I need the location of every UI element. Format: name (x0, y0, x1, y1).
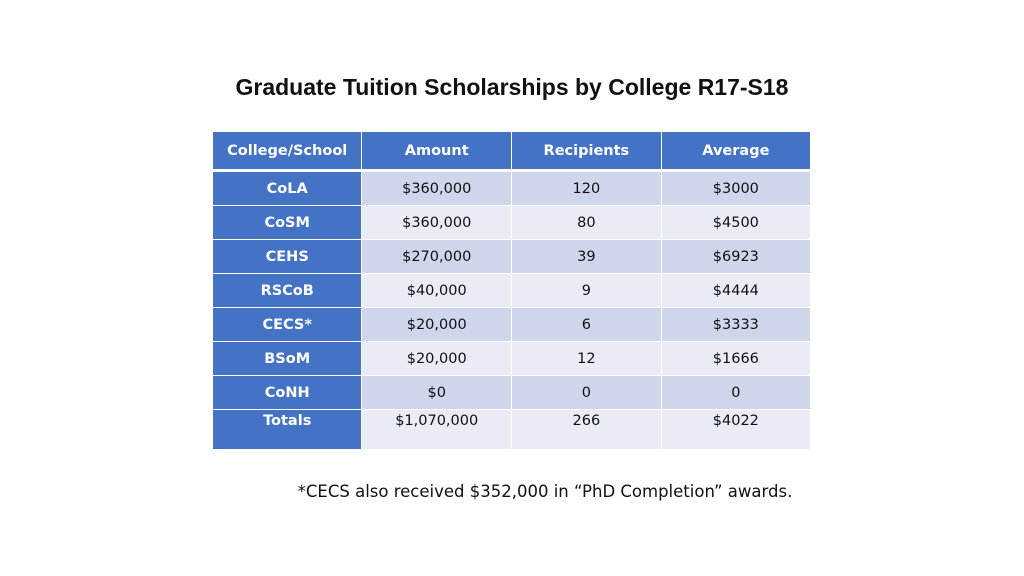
header-recipients: Recipients (511, 131, 662, 171)
row-average-cell: 0 (660, 375, 812, 410)
row-amount-cell: $360,000 (361, 205, 513, 240)
slide-title: Graduate Tuition Scholarships by College… (235, 74, 789, 100)
totals-row: Totals $1,070,000 266 $4022 (211, 409, 812, 450)
row-average-cell: $4500 (660, 205, 812, 240)
row-amount-cell: $20,000 (361, 307, 513, 342)
row-recipients-cell: 6 (511, 307, 662, 342)
table-row: CECS* $20,000 6 $3333 (211, 307, 812, 342)
totals-label-cell: Totals (211, 409, 363, 450)
row-average-cell: $1666 (660, 341, 812, 376)
row-recipients-cell: 80 (511, 205, 662, 240)
row-average-cell: $6923 (660, 239, 812, 274)
row-recipients-cell: 12 (511, 341, 662, 376)
row-recipients-cell: 120 (511, 170, 662, 206)
row-college-cell: CEHS (211, 239, 363, 274)
row-college-cell: RSCoB (211, 273, 363, 308)
row-recipients-cell: 9 (511, 273, 662, 308)
totals-average-cell: $4022 (660, 409, 812, 450)
totals-recipients-cell: 266 (511, 409, 662, 450)
header-amount: Amount (361, 131, 513, 171)
table-row: CoSM $360,000 80 $4500 (211, 205, 812, 240)
row-average-cell: $4444 (660, 273, 812, 308)
row-amount-cell: $360,000 (361, 170, 513, 206)
table-row: CoLA $360,000 120 $3000 (211, 170, 812, 206)
table-row: RSCoB $40,000 9 $4444 (211, 273, 812, 308)
row-amount-cell: $20,000 (361, 341, 513, 376)
header-average: Average (660, 131, 812, 171)
totals-amount-cell: $1,070,000 (361, 409, 513, 450)
scholarship-table: College/School Amount Recipients Average… (211, 131, 812, 450)
row-college-cell: BSoM (211, 341, 363, 376)
row-amount-cell: $270,000 (361, 239, 513, 274)
row-college-cell: CoLA (211, 170, 363, 206)
table-row: CEHS $270,000 39 $6923 (211, 239, 812, 274)
row-recipients-cell: 39 (511, 239, 662, 274)
table-header-row: College/School Amount Recipients Average (211, 131, 812, 171)
row-amount-cell: $40,000 (361, 273, 513, 308)
row-recipients-cell: 0 (511, 375, 662, 410)
table-row: BSoM $20,000 12 $1666 (211, 341, 812, 376)
row-amount-cell: $0 (361, 375, 513, 410)
row-college-cell: CoNH (211, 375, 363, 410)
row-average-cell: $3333 (660, 307, 812, 342)
row-college-cell: CECS* (211, 307, 363, 342)
row-average-cell: $3000 (660, 170, 812, 206)
row-college-cell: CoSM (211, 205, 363, 240)
table-row: CoNH $0 0 0 (211, 375, 812, 410)
header-college-school: College/School (211, 131, 363, 171)
footnote: *CECS also received $352,000 in “PhD Com… (297, 482, 793, 501)
